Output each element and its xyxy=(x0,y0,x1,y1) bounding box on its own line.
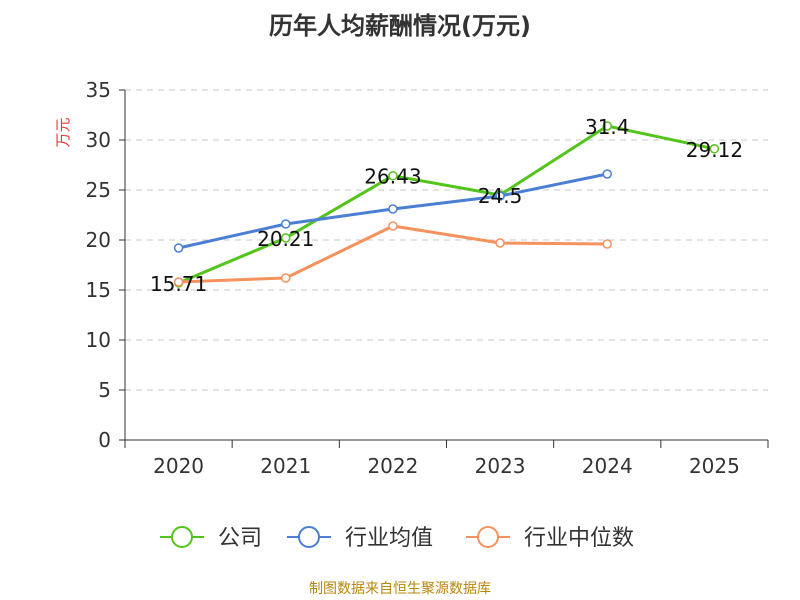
data-point xyxy=(709,144,720,154)
x-tick-label: 2021 xyxy=(260,454,311,478)
y-tick-label: 25 xyxy=(86,178,111,202)
y-tick-label: 10 xyxy=(86,328,111,352)
data-label: 20.21 xyxy=(257,227,314,251)
legend-label[interactable]: 行业均值 xyxy=(345,526,433,551)
y-tick-label: 15 xyxy=(86,278,111,302)
legend-layer[interactable]: 公司 行业均值 行业中位数 xyxy=(160,526,634,551)
data-point xyxy=(495,191,505,201)
legend-marker[interactable] xyxy=(171,526,193,548)
y-tick-label: 20 xyxy=(86,228,111,252)
legend-label[interactable]: 行业中位数 xyxy=(524,526,634,551)
y-tick-label: 30 xyxy=(86,128,111,152)
label-layer: 15.71 20.21 26.43 24.5 31.4 29.12 xyxy=(150,115,743,296)
data-point xyxy=(388,204,398,214)
series-layer xyxy=(173,121,720,288)
data-label: 31.4 xyxy=(585,115,630,139)
data-label: 29.12 xyxy=(686,138,743,162)
y-tick-label: 0 xyxy=(98,428,111,452)
legend-marker[interactable] xyxy=(298,526,320,548)
y-tick-label: 5 xyxy=(98,378,111,402)
chart-title: 历年人均薪酬情况(万元) xyxy=(269,12,531,40)
data-label: 24.5 xyxy=(478,184,523,208)
x-tick-label: 2020 xyxy=(153,454,204,478)
data-label: 26.43 xyxy=(364,165,421,189)
data-point xyxy=(281,219,291,229)
data-point xyxy=(495,238,505,248)
data-point xyxy=(173,243,184,253)
y-axis-title: 万元 xyxy=(54,117,72,147)
x-tick-label: 2022 xyxy=(367,454,418,478)
data-label: 15.71 xyxy=(150,272,207,296)
grid-layer xyxy=(125,89,768,391)
data-point xyxy=(388,170,398,181)
data-point xyxy=(602,239,612,249)
x-tick-label: 2023 xyxy=(475,454,526,478)
series-line-0 xyxy=(178,124,715,285)
legend-label[interactable]: 公司 xyxy=(218,526,262,551)
data-point xyxy=(388,221,398,231)
data-point xyxy=(602,121,612,131)
x-tick-label: 2025 xyxy=(689,454,740,478)
data-point xyxy=(173,277,184,287)
data-point xyxy=(281,273,291,283)
source-note: 制图数据来自恒生聚源数据库 xyxy=(309,581,491,597)
data-point xyxy=(602,169,612,179)
y-tick-label: 35 xyxy=(86,78,111,102)
legend-marker[interactable] xyxy=(477,526,499,548)
x-tick-label: 2024 xyxy=(582,454,633,478)
data-point xyxy=(281,233,291,243)
